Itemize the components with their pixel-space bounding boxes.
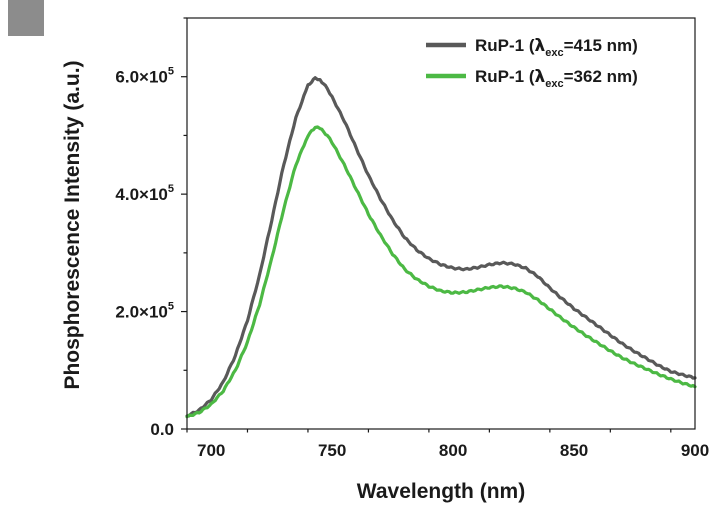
y-tick-label: 0.0 xyxy=(150,420,174,439)
y-tick-label: 4.0×105 xyxy=(115,183,174,204)
x-tick-label: 750 xyxy=(318,441,346,460)
y-tick-label: 6.0×105 xyxy=(115,66,174,87)
y-tick-labels: 0.0 2.0×105 4.0×105 6.0×105 xyxy=(115,66,174,439)
x-tick-label: 900 xyxy=(681,441,709,460)
y-tick-label: 2.0×105 xyxy=(115,301,174,322)
x-tick-label: 800 xyxy=(439,441,467,460)
x-axis-title: Wavelength (nm) xyxy=(357,480,525,503)
legend-label-1: RuP-1 (λexc=415 nm) xyxy=(475,36,638,59)
series-layer xyxy=(185,76,697,419)
x-tick-labels: 700 750 800 850 900 xyxy=(197,441,709,460)
legend-label-2: RuP-1 (λexc=362 nm) xyxy=(475,67,638,90)
x-tick-label: 850 xyxy=(560,441,588,460)
corner-panel-marker xyxy=(8,0,44,36)
series-line-1 xyxy=(185,76,697,418)
y-axis-title: Phosphorescence Intensity (a.u.) xyxy=(61,60,84,389)
plot-frame xyxy=(186,17,696,430)
series-line-2 xyxy=(185,125,697,419)
legend: RuP-1 (λexc=415 nm) RuP-1 (λexc=362 nm) xyxy=(426,36,638,90)
x-tick-label: 700 xyxy=(197,441,225,460)
